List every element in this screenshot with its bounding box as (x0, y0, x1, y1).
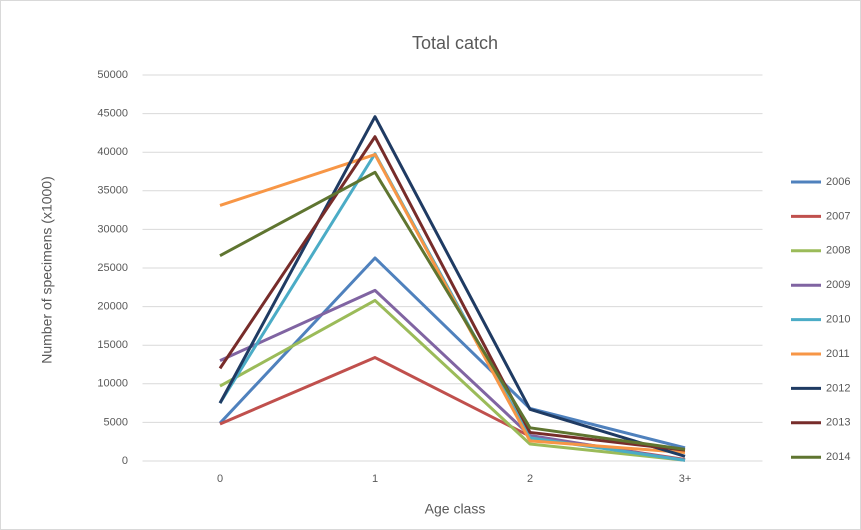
series-line (219, 170, 686, 451)
legend-label: 2009 (826, 279, 850, 291)
y-axis-label: Number of specimens (x1000) (39, 176, 55, 364)
legend-label: 2007 (826, 210, 850, 222)
legend-label: 2011 (826, 348, 850, 360)
legend-label: 2013 (826, 417, 850, 429)
y-tick-label: 35000 (97, 185, 128, 197)
chart-title: Total catch (412, 33, 498, 53)
y-tick-label: 40000 (97, 146, 128, 158)
y-tick-label: 5000 (104, 416, 128, 428)
y-tick-label: 15000 (97, 339, 128, 351)
legend-label: 2008 (826, 245, 850, 257)
x-tick-label: 2 (527, 473, 533, 485)
y-tick-label: 10000 (97, 378, 128, 390)
series-line (218, 256, 686, 450)
legend-label: 2006 (826, 176, 850, 188)
x-axis-label: Age class (425, 501, 486, 517)
series-line (219, 298, 686, 462)
series-line (218, 115, 686, 458)
legend-label: 2012 (826, 382, 850, 394)
legend-label: 2014 (826, 451, 850, 463)
x-tick-label: 1 (372, 473, 378, 485)
x-tick-label: 3+ (679, 473, 692, 485)
y-tick-label: 25000 (97, 262, 128, 274)
y-tick-label: 20000 (97, 301, 128, 313)
series-line (218, 135, 686, 452)
legend-label: 2010 (826, 314, 850, 326)
y-tick-label: 45000 (97, 108, 128, 120)
y-tick-label: 50000 (97, 69, 128, 81)
x-tick-label: 0 (217, 473, 223, 485)
y-tick-label: 30000 (97, 223, 128, 235)
y-tick-label: 0 (122, 455, 128, 467)
